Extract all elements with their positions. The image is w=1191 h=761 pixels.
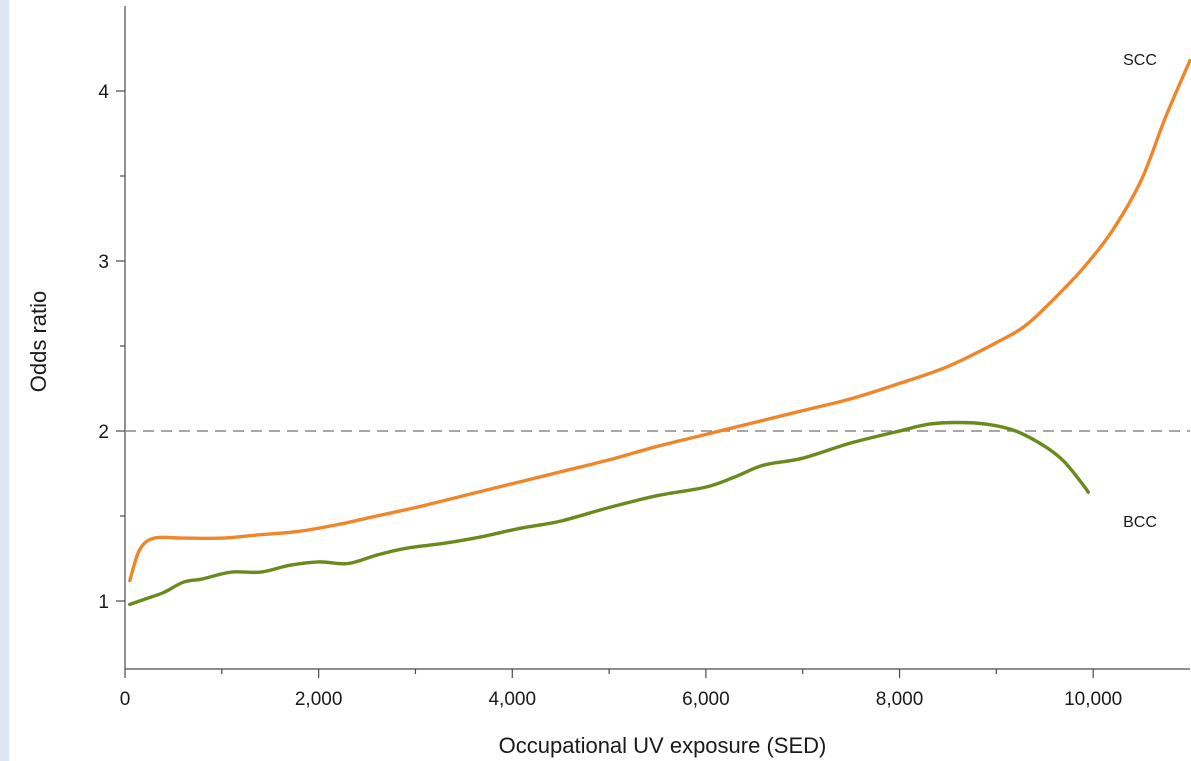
series-label-bcc: BCC: [1123, 514, 1157, 531]
x-tick-label: 10,000: [1064, 689, 1122, 710]
plot-area: 1 2 3 4 0 2,000 4,000 6,000 8,000 10,000 SCC BCC: [98, 6, 1191, 710]
series-lines: [128, 58, 1191, 607]
x-axis-ticks: 0 2,000 4,000 6,000 8,000 10,000: [120, 669, 1122, 710]
series-line-bcc: [128, 420, 1090, 607]
y-tick-label: 4: [98, 82, 109, 103]
x-axis-title: Occupational UV exposure (SED): [499, 733, 827, 758]
x-tick-label: 6,000: [682, 689, 730, 710]
x-tick-label: 2,000: [295, 689, 343, 710]
y-axis-ticks: 1 2 3 4: [98, 82, 125, 613]
x-tick-label: 8,000: [876, 689, 924, 710]
x-tick-label: 4,000: [488, 689, 536, 710]
series-label-scc: SCC: [1123, 52, 1157, 69]
y-tick-label: 3: [98, 252, 109, 273]
y-axis-title: Odds ratio: [26, 291, 51, 393]
series-line-scc: [128, 58, 1191, 583]
y-tick-label: 1: [98, 592, 109, 613]
y-tick-label: 2: [98, 422, 109, 443]
series-labels: SCC BCC: [1123, 52, 1157, 531]
left-side-band: [0, 0, 9, 761]
x-tick-label: 0: [120, 689, 131, 710]
